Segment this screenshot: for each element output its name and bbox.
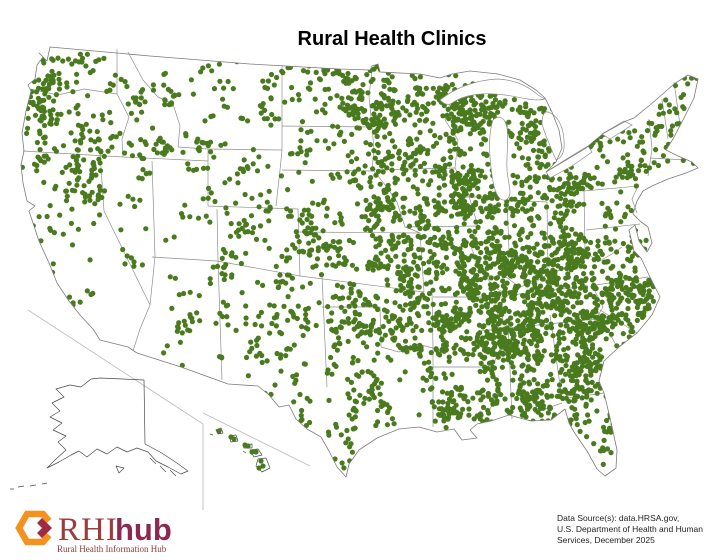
lake-huron (541, 111, 565, 161)
great-lakes (439, 78, 633, 201)
logo-hexagon-icon (15, 510, 52, 546)
lake-superior (439, 78, 546, 105)
source-line-3: Services, December 2025 (557, 535, 655, 545)
logo-hub-text: hub (115, 512, 172, 547)
logo-rhi-text: RHI (58, 512, 118, 548)
state-borders-west (22, 49, 328, 388)
page-title: Rural Health Clinics (297, 28, 487, 50)
inset-separator (27, 309, 311, 510)
data-source-text: Data Source(s): data.HRSA.gov, U.S. Depa… (557, 513, 703, 546)
aleutian-islands (10, 457, 177, 490)
rhihub-logo: RHI hub Rural Health Information Hub (15, 510, 172, 554)
source-line-2: U.S. Department of Health and Human (557, 524, 703, 534)
lake-erie (545, 145, 593, 179)
alaska-inset (10, 377, 189, 490)
logo-tagline: Rural Health Information Hub (57, 544, 167, 554)
hawaii-inset (209, 427, 271, 473)
lake-michigan (489, 116, 511, 201)
state-borders-east (583, 81, 687, 231)
hawaii-clinic-dots (216, 428, 266, 471)
lake-ontario (601, 120, 633, 140)
source-line-1: Data Source(s): data.HRSA.gov, (557, 513, 680, 523)
clinic-dots (21, 47, 698, 477)
